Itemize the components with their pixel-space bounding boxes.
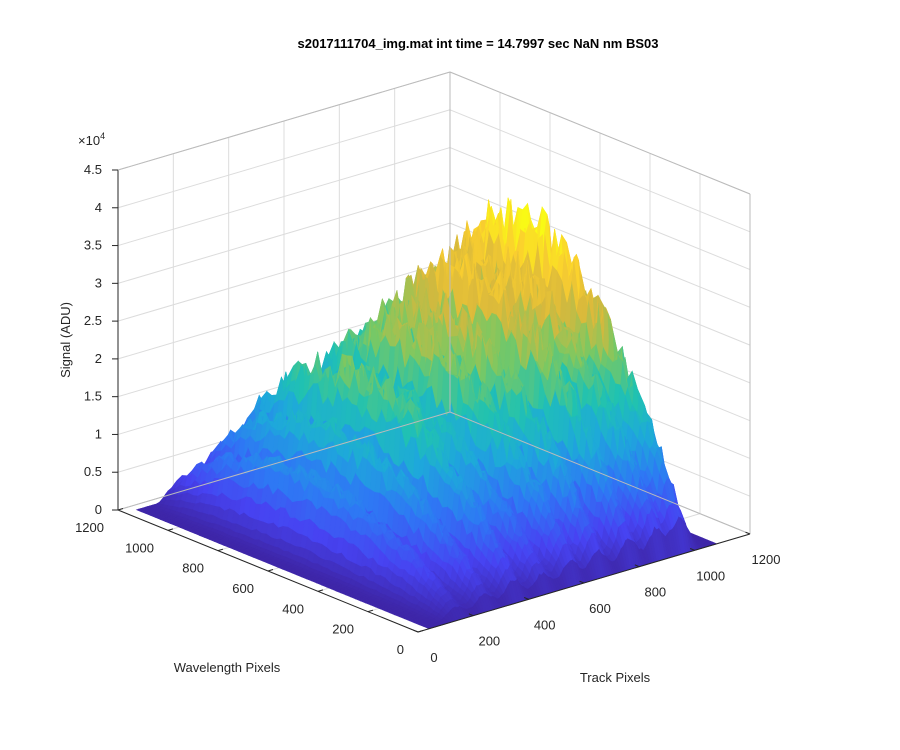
grid-line (449, 109, 751, 233)
grid-line (449, 184, 751, 308)
chart-title: s2017111704_img.mat int time = 14.7997 s… (298, 36, 659, 51)
surface-mesh (135, 196, 718, 630)
grid-line (449, 147, 751, 271)
grid-line (117, 184, 451, 284)
grid-line (117, 260, 451, 360)
grid-line (117, 109, 451, 209)
grid-line (117, 222, 451, 322)
grid-line (117, 147, 451, 247)
